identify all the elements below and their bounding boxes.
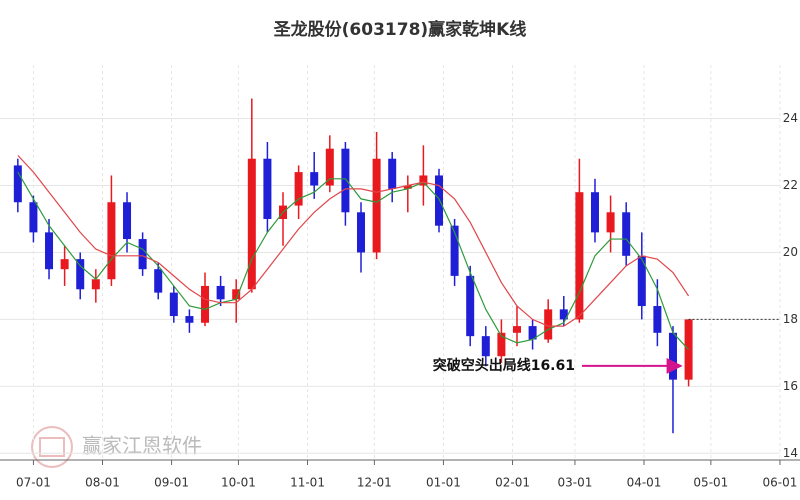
candle-body <box>388 158 397 189</box>
candle-body <box>341 148 350 213</box>
x-tick-label: 01-01 <box>426 476 461 490</box>
moving-average <box>17 154 690 327</box>
x-tick-label: 03-01 <box>557 476 592 490</box>
candle-body <box>310 172 319 186</box>
candle-body <box>357 212 366 253</box>
candle-body <box>232 289 241 300</box>
candle-body <box>466 275 475 337</box>
y-tick-label: 14 <box>783 446 798 460</box>
moving-average <box>17 171 690 350</box>
y-tick-label: 20 <box>783 245 798 259</box>
x-tick-label: 09-01 <box>154 476 189 490</box>
candle-body <box>154 269 163 293</box>
candle-body <box>606 212 615 233</box>
candle-body <box>544 309 553 340</box>
candle-body <box>637 255 646 307</box>
y-tick-label: 22 <box>783 178 798 192</box>
candle-body <box>247 158 256 290</box>
x-tick-label: 05-01 <box>693 476 728 490</box>
watermark: 赢家江恩软件 <box>82 434 202 458</box>
candle-body <box>497 332 506 357</box>
candle-body <box>434 175 443 226</box>
candle-body <box>668 332 677 380</box>
annotation: 突破空头出局线16.61 <box>433 357 575 374</box>
y-tick-label: 24 <box>783 111 798 125</box>
candle-body <box>201 285 210 323</box>
x-tick-label: 10-01 <box>221 476 256 490</box>
y-tick-label: 16 <box>783 379 798 393</box>
x-tick-label: 12-01 <box>357 476 392 490</box>
candle-body <box>590 192 599 233</box>
candle-body <box>528 326 537 340</box>
candle-body <box>169 292 178 317</box>
x-tick-label: 07-01 <box>16 476 51 490</box>
candle-body <box>13 165 22 203</box>
candle-body <box>29 202 38 233</box>
candle-body <box>419 175 428 186</box>
candle-body <box>45 232 54 270</box>
candle-body <box>559 309 568 320</box>
x-tick-label: 08-01 <box>85 476 120 490</box>
candle-body <box>450 225 459 276</box>
candle-body <box>216 285 225 300</box>
chart-title: 圣龙股份(603178)赢家乾坤K线 <box>274 19 527 40</box>
candle-body <box>76 259 85 290</box>
candle-body <box>575 192 584 320</box>
watermark-logo <box>31 426 73 468</box>
x-tick-label: 04-01 <box>627 476 662 490</box>
x-tick-label: 02-01 <box>495 476 530 490</box>
candle-body <box>403 185 412 189</box>
x-tick-label: 06-01 <box>763 476 798 490</box>
candle-body <box>185 316 194 323</box>
candle-body <box>481 336 490 357</box>
candle-body <box>91 279 100 290</box>
candle-body <box>138 239 147 270</box>
candle-body <box>512 326 521 333</box>
candle-body <box>60 259 69 270</box>
candle-body <box>325 148 334 186</box>
candle-body <box>653 306 662 333</box>
candle-body <box>622 212 631 256</box>
y-tick-label: 18 <box>783 312 798 326</box>
candle-body <box>123 202 132 240</box>
candle-body <box>107 202 116 280</box>
x-tick-label: 11-01 <box>290 476 325 490</box>
candle-body <box>263 158 272 219</box>
candle-body <box>294 172 303 206</box>
candle-body <box>372 158 381 253</box>
